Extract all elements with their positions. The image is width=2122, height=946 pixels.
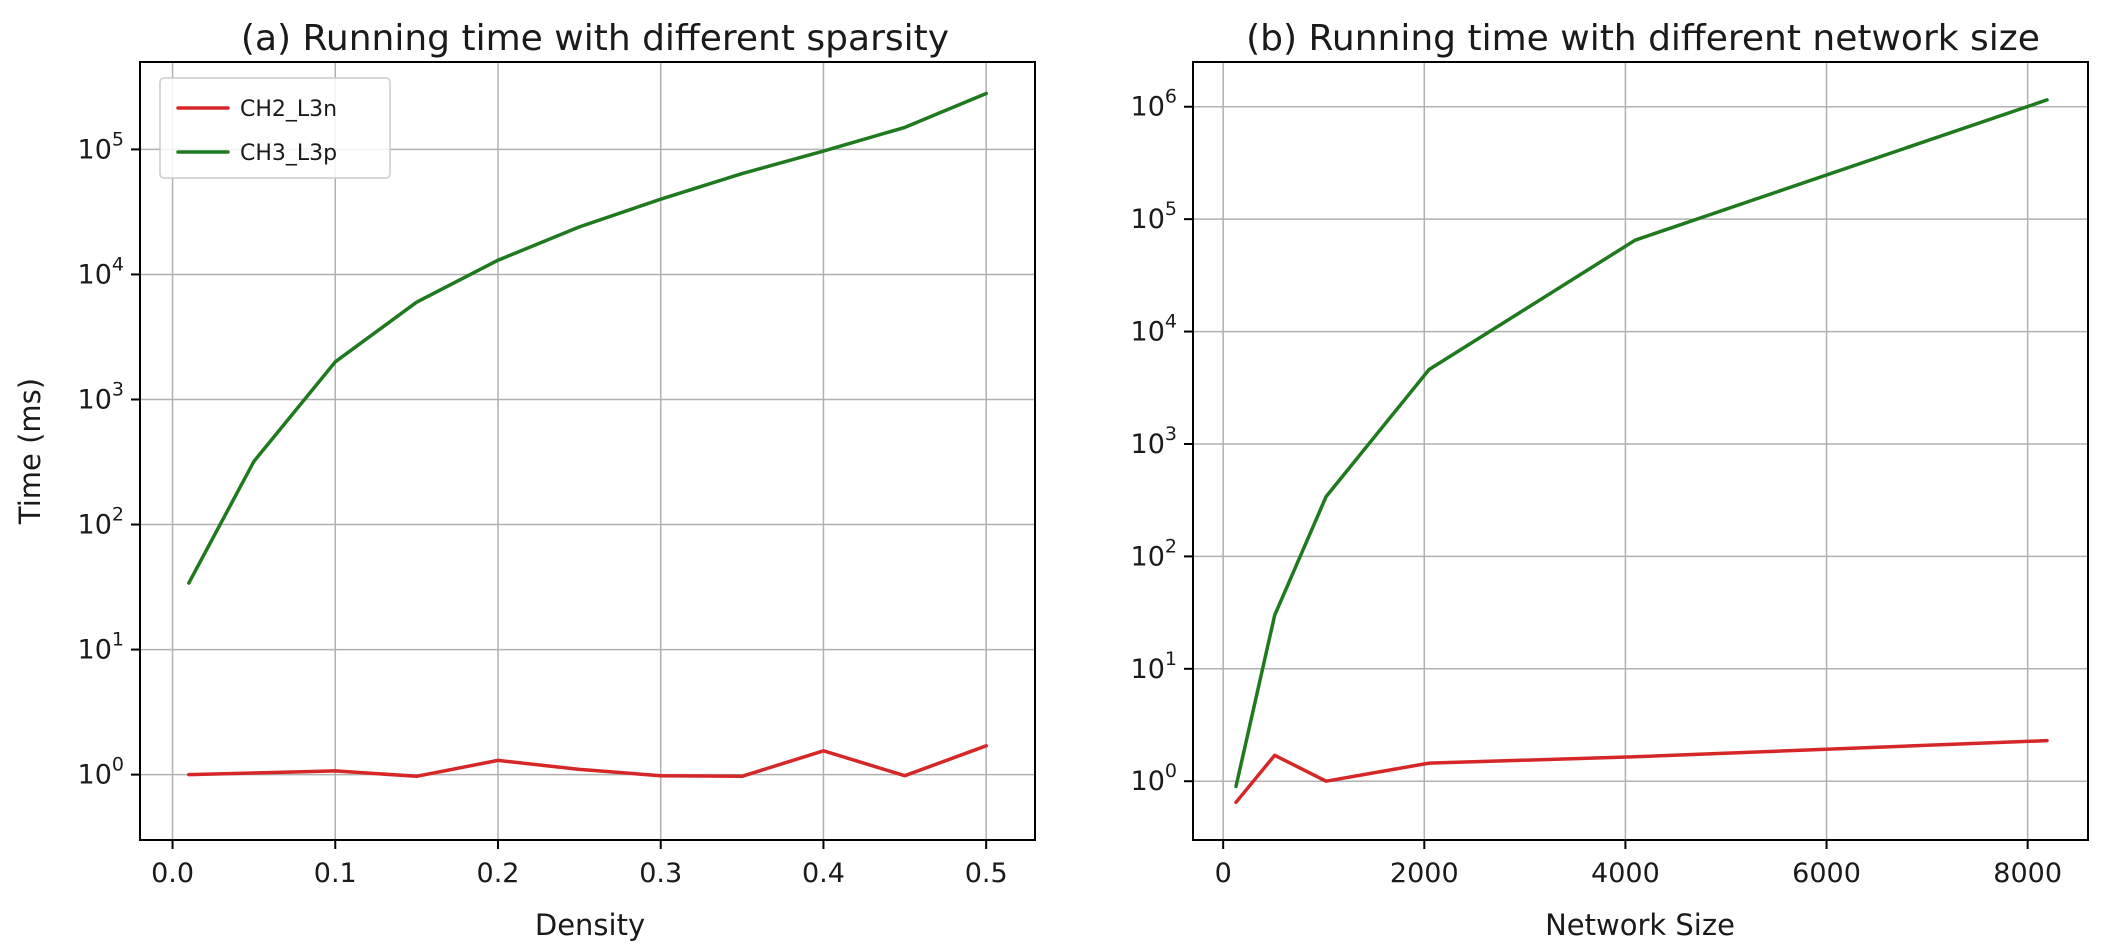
x-tick-label: 0 [1215, 858, 1232, 889]
x-tick-label: 0.5 [965, 858, 1008, 889]
chart-a-plot-frame [139, 61, 1036, 841]
chart-b-grid [1193, 62, 2088, 840]
x-tick-label: 0.2 [477, 858, 520, 889]
y-tick-label: 105 [1131, 198, 1177, 235]
chart-b-plot-frame [1192, 61, 2089, 841]
series-line-ch3-l3p [187, 91, 988, 585]
chart-a-legend: CH2_L3n CH3_L3p [159, 77, 391, 179]
chart-a-x-label: Density [535, 908, 645, 942]
x-tick-label: 0.3 [639, 858, 682, 889]
chart-a-y-label: Time (ms) [13, 378, 47, 525]
y-tick-label: 101 [1131, 648, 1177, 685]
chart-b-x-label: Network Size [1545, 908, 1735, 942]
x-tick-label: 8000 [1993, 858, 2062, 889]
series-line-ch2-l3n [187, 744, 988, 779]
y-tick-label: 100 [78, 754, 124, 791]
chart-b-y-ticks: 100 101 102 103 104 105 106 [1131, 86, 1193, 797]
legend-label-ch2-l3n: CH2_L3n [240, 97, 337, 122]
x-tick-label: 4000 [1591, 858, 1660, 889]
y-tick-label: 100 [1131, 760, 1177, 797]
chart-a-x-ticks: 0.0 0.1 0.2 0.3 0.4 0.5 [151, 840, 1008, 889]
y-tick-label: 105 [78, 128, 124, 165]
series-line-ch3-l3p [1234, 98, 2049, 789]
chart-a: (a) Running time with different sparsity… [13, 18, 1036, 942]
y-tick-label: 106 [1131, 86, 1177, 123]
y-tick-label: 104 [78, 253, 124, 290]
y-tick-label: 103 [78, 378, 124, 415]
chart-a-lines [187, 91, 988, 779]
legend-label-ch3-l3p: CH3_L3p [240, 141, 337, 166]
x-tick-label: 0.0 [151, 858, 194, 889]
x-tick-label: 6000 [1792, 858, 1861, 889]
x-tick-label: 0.4 [802, 858, 845, 889]
chart-b-x-ticks: 0 2000 4000 6000 8000 [1215, 840, 2062, 889]
series-line-ch2-l3n [1234, 738, 2049, 805]
y-tick-label: 104 [1131, 311, 1177, 348]
x-tick-label: 2000 [1390, 858, 1459, 889]
chart-b-lines [1234, 98, 2049, 805]
chart-b: (b) Running time with different network … [1131, 18, 2089, 942]
y-tick-label: 102 [1131, 535, 1177, 572]
chart-a-title: (a) Running time with different sparsity [241, 18, 949, 59]
chart-a-y-ticks: 100 101 102 103 104 105 [78, 128, 140, 791]
y-tick-label: 101 [78, 629, 124, 666]
y-tick-label: 102 [78, 504, 124, 541]
x-tick-label: 0.1 [314, 858, 357, 889]
y-tick-label: 103 [1131, 423, 1177, 460]
chart-b-title: (b) Running time with different network … [1246, 18, 2040, 59]
